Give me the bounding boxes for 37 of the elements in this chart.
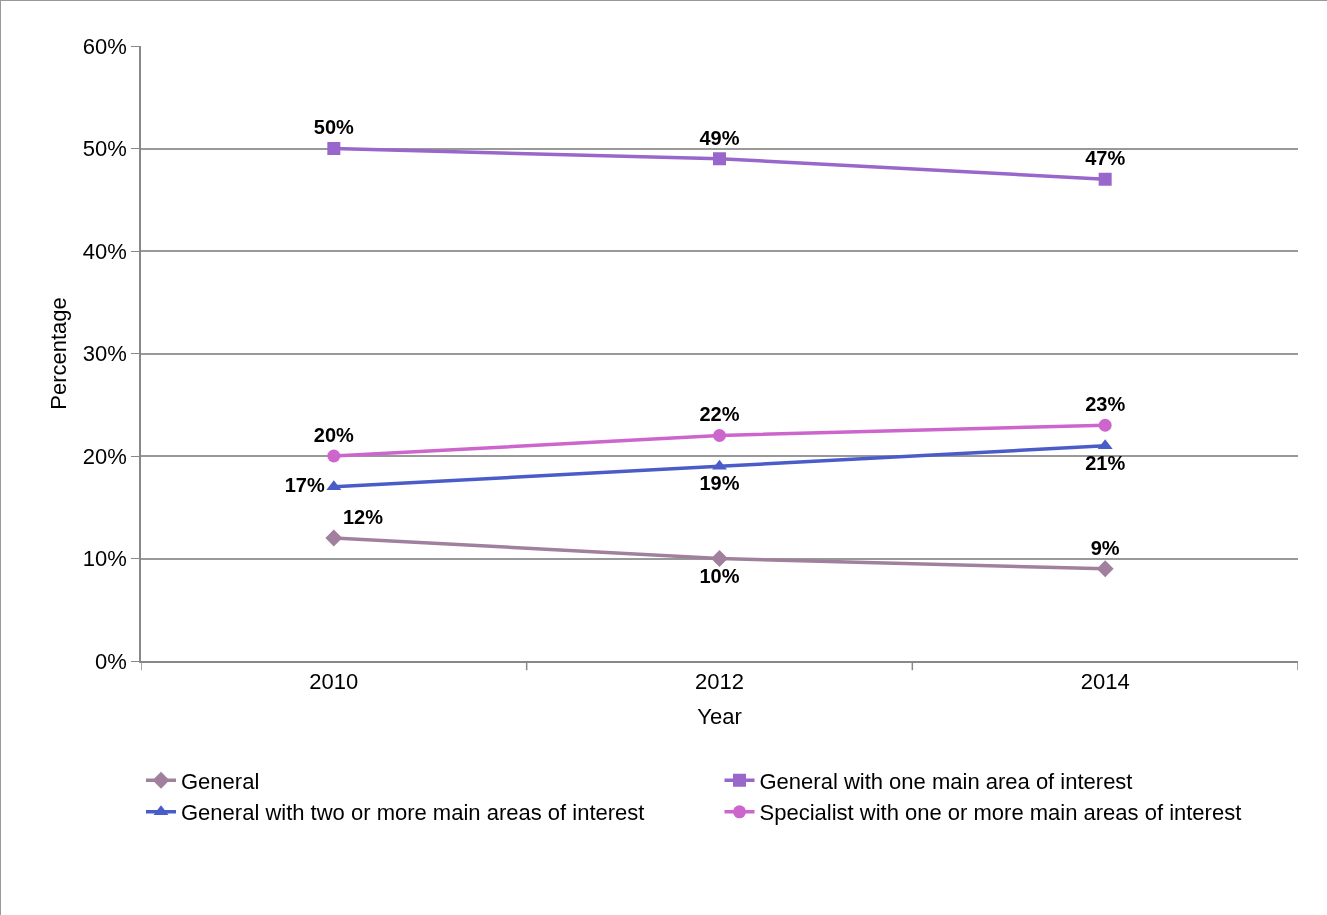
y-tick-label: 10% (82, 546, 127, 572)
point (711, 550, 728, 567)
data-label: 9% (1090, 536, 1120, 559)
data-label: 12% (342, 505, 384, 528)
point (1096, 560, 1114, 578)
data-label: 49% (699, 126, 740, 149)
legend-label: Specialist with one or more main areas of interest (759, 800, 1242, 826)
legend-label: General (181, 768, 260, 794)
x-tick-label: 2010 (309, 669, 359, 695)
data-label: 23% (1085, 393, 1126, 416)
point (325, 529, 343, 547)
data-label: 17% (284, 473, 325, 496)
y-tick-label: 40% (82, 238, 127, 264)
data-label: 10% (699, 564, 740, 587)
y-tick-label: 60% (82, 33, 127, 59)
data-label: 21% (1085, 451, 1126, 474)
data-label: 22% (699, 403, 740, 426)
data-label: 19% (699, 472, 740, 495)
point (1098, 172, 1112, 186)
y-tick-label: 0% (95, 648, 127, 674)
x-tick-label: 2014 (1080, 669, 1130, 695)
y-axis-title: Percentage (46, 297, 72, 410)
x-tick-label: 2012 (695, 669, 744, 695)
data-label: 50% (313, 116, 355, 139)
y-tick-label: 30% (82, 341, 127, 367)
point (713, 429, 726, 442)
point (713, 152, 726, 166)
legend-label: General with two or more main areas of interest (181, 800, 645, 826)
point (327, 449, 341, 463)
data-label: 20% (313, 423, 355, 446)
point (327, 142, 341, 155)
y-tick-label: 50% (82, 136, 127, 162)
point (1098, 418, 1112, 432)
x-axis-title: Year (697, 703, 742, 729)
y-tick-label: 20% (82, 443, 127, 469)
legend-label: General with one main area of interest (759, 768, 1133, 794)
data-label: 47% (1085, 147, 1126, 170)
